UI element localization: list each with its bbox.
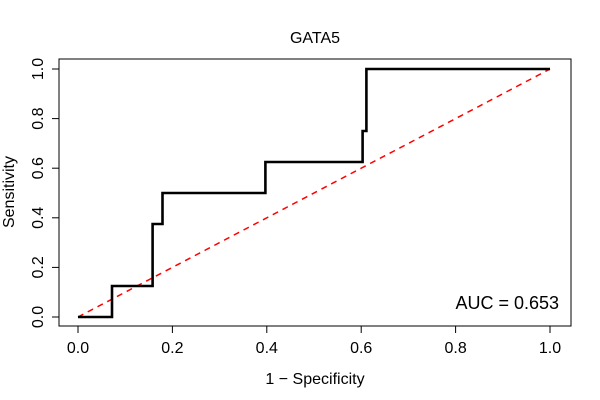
y-tick-label: 0.0: [30, 306, 47, 328]
y-axis: 0.0 0.2 0.4 0.6 0.8 1.0: [30, 58, 60, 328]
auc-annotation: AUC = 0.653: [455, 293, 559, 313]
series-layer: [77, 67, 551, 319]
x-axis-label: 1 − Specificity: [265, 371, 364, 388]
chart-title: GATA5: [290, 30, 340, 47]
x-tick-label: 1.0: [539, 340, 561, 357]
x-tick-label: 0.6: [350, 340, 372, 357]
chance-diagonal-line: [77, 68, 551, 318]
x-tick-label: 0.2: [161, 340, 183, 357]
roc-curve-line: [78, 67, 550, 319]
y-axis-label: Sensitivity: [1, 156, 18, 228]
x-tick-label: 0.8: [444, 340, 466, 357]
y-tick-label: 0.4: [30, 207, 47, 229]
y-tick-label: 0.8: [30, 107, 47, 129]
x-tick-label: 0.4: [256, 340, 278, 357]
y-tick-label: 0.2: [30, 256, 47, 278]
y-tick-label: 1.0: [30, 58, 47, 80]
x-tick-label: 0.0: [67, 340, 89, 357]
x-axis: 0.0 0.2 0.4 0.6 0.8 1.0: [67, 325, 561, 357]
y-tick-label: 0.6: [30, 157, 47, 179]
